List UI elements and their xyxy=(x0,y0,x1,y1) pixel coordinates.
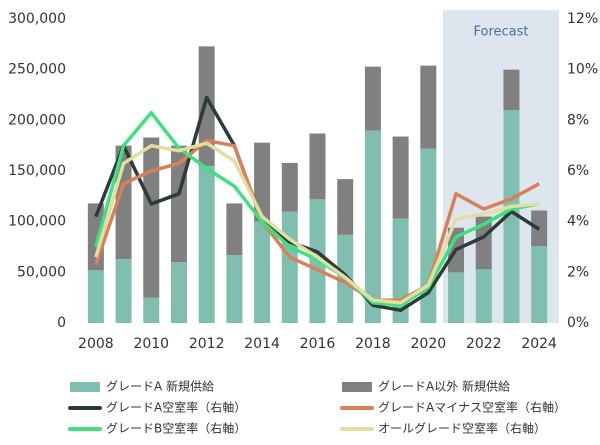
y2-tick-label: 12% xyxy=(567,11,598,27)
legend-label: グレードA 新規供給 xyxy=(106,379,214,394)
x-tick-label: 2014 xyxy=(244,336,280,352)
line xyxy=(94,95,541,313)
bar xyxy=(115,259,132,323)
y2-tick-label: 6% xyxy=(567,163,589,179)
legend-label: グレードA以外 新規供給 xyxy=(378,379,510,394)
y-tick-label: 50,000 xyxy=(17,264,66,280)
x-tick-label: 2022 xyxy=(466,336,502,352)
bar xyxy=(392,136,409,219)
bar xyxy=(475,216,492,270)
bar xyxy=(198,165,215,323)
x-tick-label: 2016 xyxy=(300,336,336,352)
bar xyxy=(503,110,520,323)
x-tick-label: 2008 xyxy=(78,336,114,352)
bar xyxy=(503,69,520,111)
bar xyxy=(198,46,215,166)
y-tick-label: 300,000 xyxy=(8,11,66,27)
line xyxy=(94,110,540,308)
legend-label: グレードB空室率（右軸） xyxy=(106,421,246,436)
x-tick-label: 2018 xyxy=(355,336,391,352)
bar xyxy=(475,269,492,323)
y-tick-label: 0 xyxy=(57,315,66,331)
bar xyxy=(337,179,354,235)
legend-swatch xyxy=(70,382,100,392)
line xyxy=(94,138,540,302)
bar xyxy=(531,245,548,323)
bar xyxy=(281,211,298,323)
bar xyxy=(87,270,104,323)
y2-tick-label: 0% xyxy=(567,315,589,331)
y-tick-label: 100,000 xyxy=(8,214,66,230)
y-tick-label: 150,000 xyxy=(8,163,66,179)
bar xyxy=(364,66,381,131)
bar xyxy=(254,221,271,323)
x-tick-label: 2010 xyxy=(133,336,169,352)
y-tick-label: 250,000 xyxy=(8,62,66,78)
bar xyxy=(309,133,326,200)
bar xyxy=(254,142,271,222)
bar xyxy=(448,272,465,323)
bar xyxy=(170,262,187,323)
y2-tick-label: 10% xyxy=(567,62,598,78)
forecast-label: Forecast xyxy=(473,25,528,40)
bar xyxy=(364,130,381,323)
legend-label: オールグレード空室率（右軸） xyxy=(378,421,546,436)
y2-tick-label: 2% xyxy=(567,264,589,280)
y2-tick-label: 8% xyxy=(567,112,589,128)
y-tick-label: 200,000 xyxy=(8,112,66,128)
x-tick-label: 2020 xyxy=(411,336,447,352)
legend-swatch xyxy=(342,382,372,392)
bar xyxy=(420,65,437,149)
bar xyxy=(143,137,160,298)
bar xyxy=(281,162,298,212)
y2-tick-label: 4% xyxy=(567,214,589,230)
line xyxy=(94,141,540,305)
bar xyxy=(143,297,160,323)
x-tick-label: 2024 xyxy=(521,336,557,352)
bar xyxy=(226,255,243,323)
x-tick-label: 2012 xyxy=(189,336,225,352)
legend-label: グレードAマイナス空室率（右軸） xyxy=(378,400,566,415)
legend-label: グレードA空室率（右軸） xyxy=(106,400,246,415)
bar xyxy=(226,203,243,256)
